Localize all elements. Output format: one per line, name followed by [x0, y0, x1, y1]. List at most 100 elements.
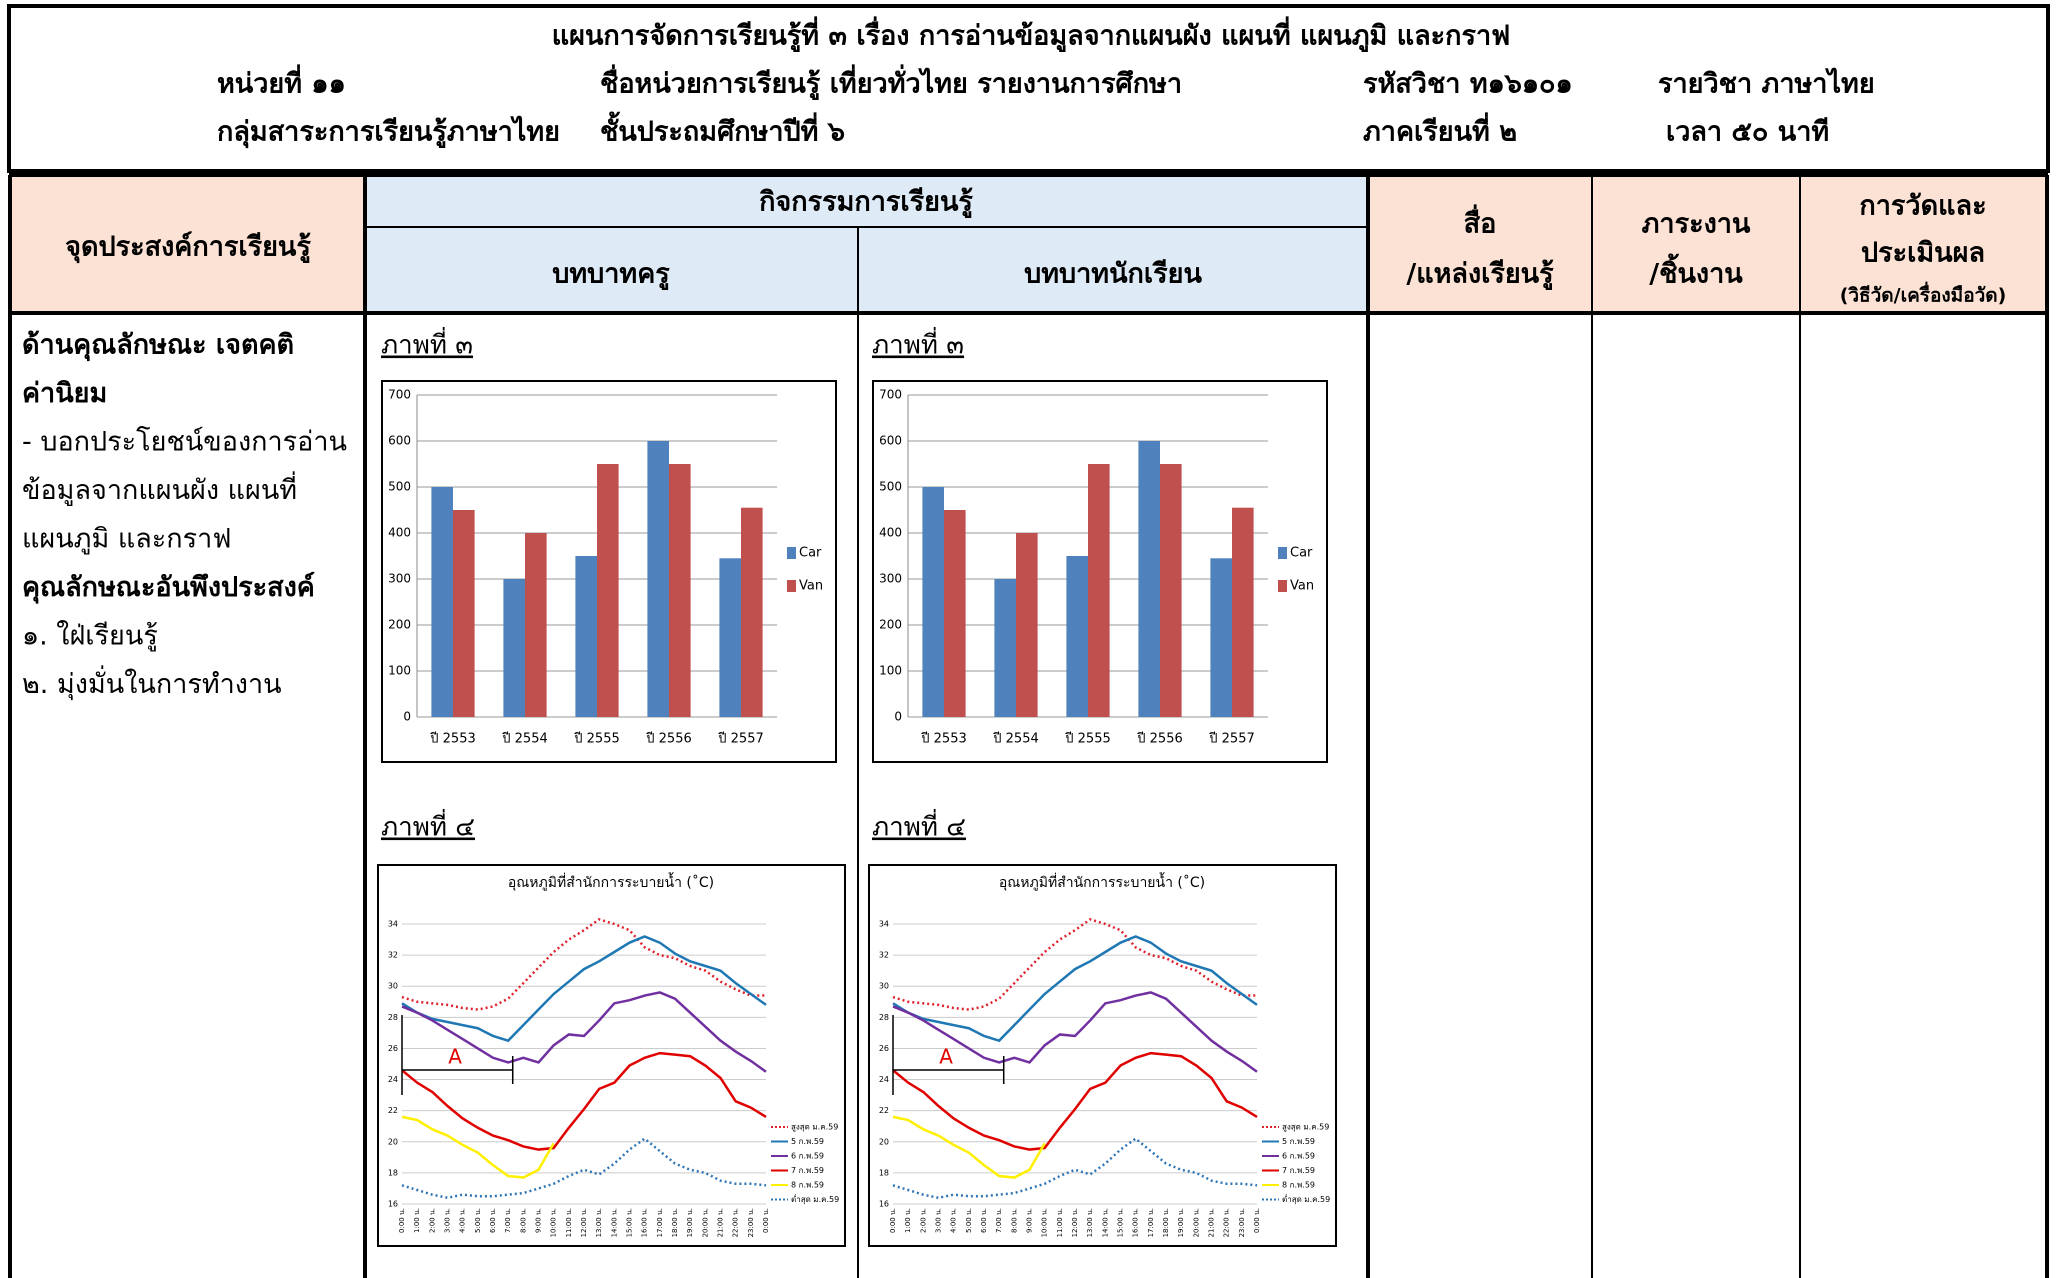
- column-header: จุดประสงค์การเรียนรู้: [65, 231, 311, 264]
- column-header: กิจกรรมการเรียนรู้: [759, 187, 973, 219]
- x-tick-label: 15:00 น.: [1117, 1208, 1125, 1237]
- x-tick-label: 5:00 น.: [965, 1208, 973, 1233]
- legend-label: สูงสุด ม.ค.59: [1282, 1123, 1329, 1133]
- figure-caption: ภาพที่ ๓: [381, 327, 473, 361]
- x-tick-label: 0:00 น.: [889, 1208, 897, 1233]
- x-tick-label: 16:00 น.: [1132, 1208, 1140, 1237]
- legend-label: 5 ก.พ.59: [1282, 1137, 1315, 1146]
- x-tick-label: 6:00 น.: [489, 1208, 497, 1233]
- x-tick-label: 5:00 น.: [474, 1208, 482, 1233]
- column-header: สื่อ: [1464, 204, 1497, 240]
- x-tick-label: 1:00 น.: [904, 1208, 912, 1233]
- y-tick-label: 18: [388, 1168, 398, 1177]
- y-tick-label: 22: [388, 1106, 398, 1115]
- x-tick-label: 14:00 น.: [610, 1208, 618, 1237]
- y-tick-label: 600: [879, 434, 902, 448]
- time: เวลา ๕๐ นาที: [1666, 117, 1829, 148]
- subject: รายวิชา ภาษาไทย: [1658, 68, 1875, 100]
- bar: [1160, 464, 1182, 717]
- objective-line: ๒. มุ่งมั่นในการทำงาน: [22, 665, 282, 701]
- y-tick-label: 100: [879, 664, 902, 678]
- figure-caption: ภาพที่ ๓: [872, 327, 964, 361]
- y-tick-label: 28: [388, 1013, 398, 1022]
- bar: [431, 487, 453, 717]
- x-tick-label: 3:00 น.: [444, 1208, 452, 1233]
- y-tick-label: 300: [388, 572, 411, 586]
- x-tick-label: 1:00 น.: [413, 1208, 421, 1233]
- y-tick-label: 500: [388, 480, 411, 494]
- bar: [453, 510, 475, 717]
- column-header: บทบาทครู: [552, 259, 670, 291]
- line: [401, 991, 767, 1073]
- x-tick-label: ปี 2557: [1208, 731, 1254, 747]
- bar: [1088, 464, 1110, 717]
- legend-label: Van: [799, 579, 823, 594]
- x-tick-label: 20:00 น.: [701, 1208, 709, 1237]
- x-tick-label: ปี 2554: [992, 731, 1038, 747]
- legend-label: ต่ำสุด ม.ค.59: [1282, 1193, 1330, 1204]
- bar: [719, 558, 741, 717]
- header-cell-bg: [1368, 175, 2047, 313]
- header-cell-bg: [10, 175, 365, 313]
- y-tick-label: 100: [388, 664, 411, 678]
- objective-line: แผนภูมิ และกราฟ: [22, 524, 231, 555]
- y-tick-label: 34: [388, 920, 398, 929]
- figure-caption: ภาพที่ ๔: [381, 809, 475, 843]
- title: แผนการจัดการเรียนรู้ที่ ๓ เรื่อง การอ่าน…: [552, 16, 1511, 53]
- line: [892, 1115, 1046, 1179]
- group: กลุ่มสาระการเรียนรู้ภาษาไทย: [217, 116, 560, 149]
- legend-label: 8 ก.พ.59: [1282, 1181, 1315, 1190]
- y-tick-label: 400: [388, 526, 411, 540]
- x-tick-label: 8:00 น.: [519, 1208, 527, 1233]
- line: [892, 991, 1258, 1073]
- y-tick-label: 200: [879, 618, 902, 632]
- x-tick-label: ปี 2553: [920, 731, 966, 747]
- x-tick-label: 19:00 น.: [686, 1208, 694, 1237]
- x-tick-label: 12:00 น.: [1071, 1208, 1079, 1237]
- legend-label: 7 ก.พ.59: [1282, 1166, 1315, 1175]
- y-tick-label: 24: [388, 1075, 398, 1084]
- objective-line: ๑. ใฝ่เรียนรู้: [22, 620, 158, 652]
- legend-label: 6 ก.พ.59: [1282, 1152, 1315, 1161]
- x-tick-label: 23:00 น.: [1238, 1208, 1246, 1237]
- y-tick-label: 20: [879, 1137, 889, 1146]
- column-header: ประเมินผล: [1861, 238, 1985, 269]
- bar: [1210, 558, 1232, 717]
- subject-code: รหัสวิชา ท๑๖๑๐๑: [1363, 69, 1573, 100]
- x-tick-label: 8:00 น.: [1010, 1208, 1018, 1233]
- x-tick-label: 21:00 น.: [1208, 1208, 1216, 1237]
- x-tick-label: 11:00 น.: [1056, 1208, 1064, 1237]
- line: [892, 1051, 1258, 1151]
- y-tick-label: 400: [879, 526, 902, 540]
- x-tick-label: ปี 2556: [645, 731, 691, 747]
- y-tick-label: 200: [388, 618, 411, 632]
- x-tick-label: 17:00 น.: [656, 1208, 664, 1237]
- chart-title: อุณหภูมิที่สำนักการระบายน้ำ (˚C): [508, 872, 714, 891]
- y-tick-label: 22: [879, 1106, 889, 1115]
- x-tick-label: 0:00 น.: [1253, 1208, 1261, 1233]
- objective-line: คุณลักษณะอันพึงประสงค์: [22, 571, 315, 604]
- y-tick-label: 600: [388, 434, 411, 448]
- x-tick-label: 19:00 น.: [1177, 1208, 1185, 1237]
- x-tick-label: 15:00 น.: [626, 1208, 634, 1237]
- chart-title: อุณหภูมิที่สำนักการระบายน้ำ (˚C): [999, 872, 1205, 891]
- y-tick-label: 34: [879, 920, 889, 929]
- bar: [597, 464, 619, 717]
- x-tick-label: 14:00 น.: [1101, 1208, 1109, 1237]
- x-tick-label: 20:00 น.: [1192, 1208, 1200, 1237]
- bar: [922, 487, 944, 717]
- annotation: A: [448, 1045, 462, 1069]
- x-tick-label: 23:00 น.: [747, 1208, 755, 1237]
- x-tick-label: 10:00 น.: [1041, 1208, 1049, 1237]
- legend-swatch: [1278, 547, 1287, 559]
- legend-swatch: [1278, 580, 1287, 592]
- legend-label: Car: [1290, 546, 1313, 561]
- x-tick-label: ปี 2556: [1136, 731, 1182, 747]
- column-header: การวัดและ: [1859, 191, 1986, 222]
- bar: [741, 507, 763, 717]
- chart-frame: [868, 864, 1337, 1247]
- y-tick-label: 0: [894, 710, 902, 724]
- legend-swatch: [787, 547, 796, 559]
- y-tick-label: 32: [879, 951, 889, 960]
